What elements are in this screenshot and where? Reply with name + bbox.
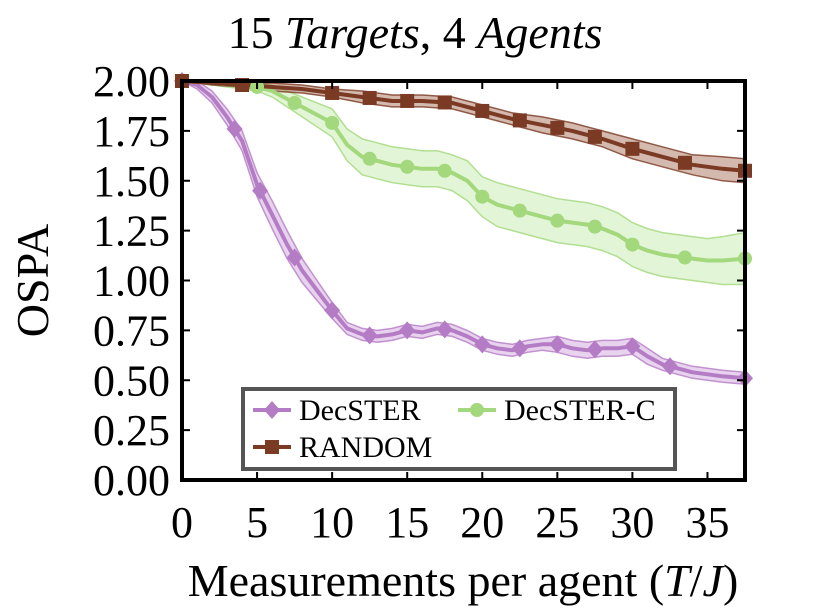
decster-c-marker <box>437 163 452 178</box>
random-marker <box>550 120 565 135</box>
y-tick-label: 1.25 <box>93 207 170 256</box>
decster-c-marker <box>475 189 490 204</box>
random-line <box>181 79 746 173</box>
decster-c-marker <box>362 151 377 166</box>
decster-c-marker <box>400 159 415 174</box>
x-label-part: T <box>664 555 693 606</box>
legend: DecSTER DecSTER-C RANDOM <box>241 387 677 471</box>
legend-marker-decster <box>264 401 280 419</box>
decster-c-marker <box>587 219 602 234</box>
decster-marker <box>399 321 416 340</box>
decster-c-marker <box>550 213 565 228</box>
y-tick-label: 0.00 <box>93 456 170 505</box>
confidence-bands <box>181 80 746 386</box>
x-label-part: J <box>703 555 726 606</box>
y-tick-label: 1.00 <box>93 257 170 306</box>
y-tick-label: 1.50 <box>93 157 170 206</box>
x-axis-ticks: 0 5 10 15 20 25 30 35 <box>171 81 729 547</box>
title-part: , 4 <box>420 7 478 58</box>
decster-c-marker <box>287 95 302 110</box>
x-label-text: Measurements per agent (T/J) <box>188 555 739 606</box>
x-tick-label: 10 <box>310 498 354 547</box>
x-label-part: Measurements per agent ( <box>188 555 664 606</box>
y-tick-label: 0.75 <box>93 306 170 355</box>
legend-marker-random <box>265 440 279 454</box>
decster-marker <box>252 181 269 200</box>
random-marker <box>437 95 452 110</box>
decster-marker <box>436 320 453 339</box>
title-part: Agents <box>474 7 602 58</box>
random-marker <box>587 129 602 144</box>
title-text: 15 Targets, 4 Agents <box>228 7 603 58</box>
decster-marker <box>286 248 303 267</box>
decster-c-marker <box>325 115 340 130</box>
random-marker <box>677 155 692 170</box>
decster-c-marker <box>625 237 640 252</box>
decster-marker <box>511 339 528 358</box>
x-axis-label: Measurements per agent (T/J) <box>188 555 739 606</box>
random-marker <box>512 113 527 128</box>
x-tick-label: 20 <box>460 498 504 547</box>
title-part: 15 <box>228 7 286 58</box>
x-tick-label: 0 <box>171 498 193 547</box>
legend-label-random: RANDOM <box>299 431 432 464</box>
decster-marker <box>324 301 341 320</box>
legend-box <box>241 387 677 471</box>
decster-marker <box>226 119 243 138</box>
random-marker <box>362 90 377 105</box>
decster-marker <box>586 340 603 359</box>
y-axis-ticks: 0.000.250.500.751.001.251.501.752.00 <box>93 57 745 505</box>
random-marker <box>325 85 340 100</box>
decster-marker <box>474 335 491 354</box>
random-marker <box>475 103 490 118</box>
y-tick-label: 1.75 <box>93 107 170 156</box>
legend-marker-decster-c <box>470 403 484 417</box>
decster-marker <box>361 326 378 345</box>
decster-marker <box>661 357 678 376</box>
x-tick-label: 35 <box>685 498 729 547</box>
series-lines <box>181 79 746 381</box>
x-tick-label: 5 <box>246 498 268 547</box>
chart-title: 15 Targets, 4 Agents <box>228 7 603 58</box>
decster-marker <box>549 335 566 354</box>
x-label-part: / <box>690 555 703 606</box>
x-tick-label: 25 <box>535 498 579 547</box>
y-tick-label: 0.50 <box>93 356 170 405</box>
legend-label-decster-c: DecSTER-C <box>504 394 656 427</box>
decster-c-marker <box>512 203 527 218</box>
y-tick-label: 2.00 <box>93 57 170 106</box>
random-marker <box>625 141 640 156</box>
y-tick-label: 0.25 <box>93 406 170 455</box>
decster-line <box>181 79 746 381</box>
x-label-part: ) <box>723 555 738 606</box>
y-axis-label: OSPA <box>7 224 58 337</box>
series-markers <box>174 72 753 388</box>
title-part: Targets <box>285 7 420 58</box>
legend-label-decster: DecSTER <box>299 394 421 427</box>
decster-marker <box>624 337 641 356</box>
random-marker <box>400 93 415 108</box>
x-tick-label: 15 <box>385 498 429 547</box>
x-tick-label: 30 <box>610 498 654 547</box>
decster-c-marker <box>677 250 692 265</box>
